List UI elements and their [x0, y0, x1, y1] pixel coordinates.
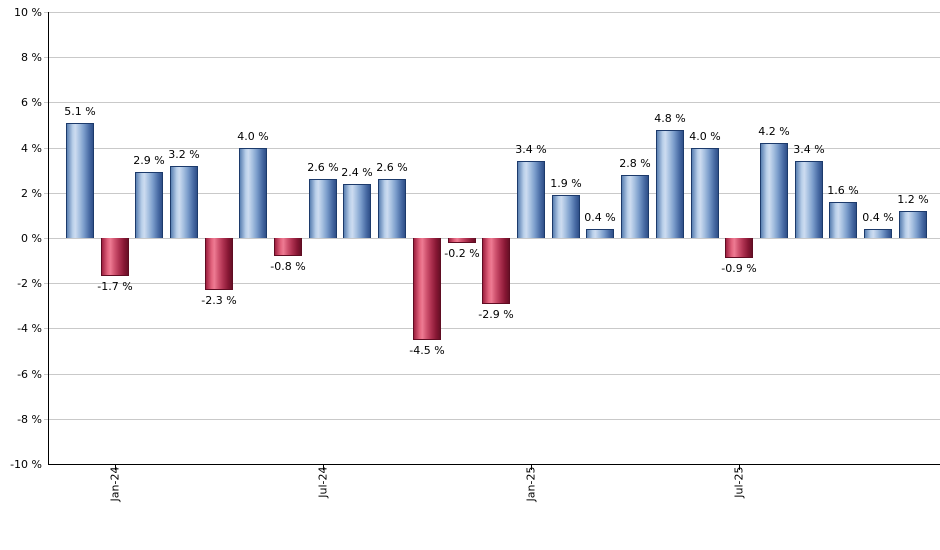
- x-axis-tick: [531, 464, 532, 470]
- bar[interactable]: [309, 179, 337, 238]
- gridline: [44, 374, 940, 375]
- gridline: [44, 193, 940, 194]
- bar-value-label: 2.4 %: [341, 166, 373, 179]
- bar[interactable]: [899, 211, 927, 238]
- bar[interactable]: [691, 148, 719, 238]
- x-axis-line: [48, 464, 940, 465]
- bar[interactable]: [205, 238, 233, 290]
- bar-value-label: 4.2 %: [758, 125, 790, 138]
- x-axis-tick-label: Jan-25: [524, 466, 538, 502]
- y-axis-line: [48, 12, 49, 465]
- y-axis-tick-label: -8 %: [17, 413, 42, 426]
- gridline: [44, 12, 940, 13]
- x-axis-tick: [115, 464, 116, 470]
- bar[interactable]: [725, 238, 753, 258]
- bar-value-label: -0.9 %: [721, 262, 757, 275]
- y-axis-tick-label: -4 %: [17, 322, 42, 335]
- bar-value-label: -4.5 %: [409, 344, 445, 357]
- bar[interactable]: [795, 161, 823, 238]
- bar[interactable]: [135, 172, 163, 238]
- y-axis-tick-label: 10 %: [14, 6, 42, 19]
- y-axis-tick-label: 6 %: [21, 96, 42, 109]
- bar-value-label: -1.7 %: [97, 280, 133, 293]
- y-axis-tick-label: 2 %: [21, 187, 42, 200]
- bar-value-label: 3.4 %: [793, 143, 825, 156]
- bar[interactable]: [101, 238, 129, 276]
- bar-value-label: 2.9 %: [133, 154, 165, 167]
- bar[interactable]: [274, 238, 302, 256]
- bar[interactable]: [517, 161, 545, 238]
- bar-value-label: -0.8 %: [270, 260, 306, 273]
- bar-value-label: 2.8 %: [619, 157, 651, 170]
- gridline: [44, 102, 940, 103]
- y-axis-tick-label: -10 %: [10, 458, 42, 471]
- bar[interactable]: [586, 229, 614, 238]
- gridline: [44, 57, 940, 58]
- bar-value-label: -0.2 %: [444, 247, 480, 260]
- gridline: [44, 148, 940, 149]
- bar-value-label: -2.9 %: [478, 308, 514, 321]
- y-axis-tick-label: -2 %: [17, 277, 42, 290]
- bar[interactable]: [378, 179, 406, 238]
- bar-value-label: 3.4 %: [515, 143, 547, 156]
- bar-value-label: 0.4 %: [862, 211, 894, 224]
- x-axis-tick: [739, 464, 740, 470]
- y-axis-tick-label: 8 %: [21, 51, 42, 64]
- bar-value-label: 1.6 %: [827, 184, 859, 197]
- x-axis-tick-label: Jul-24: [316, 466, 330, 498]
- bar[interactable]: [864, 229, 892, 238]
- bar-value-label: 0.4 %: [584, 211, 616, 224]
- y-axis-tick-label: 4 %: [21, 142, 42, 155]
- bar-value-label: -2.3 %: [201, 294, 237, 307]
- bar-value-label: 2.6 %: [376, 161, 408, 174]
- bar-value-label: 3.2 %: [168, 148, 200, 161]
- bar[interactable]: [66, 123, 94, 238]
- bar-value-label: 5.1 %: [64, 105, 96, 118]
- bar[interactable]: [448, 238, 476, 243]
- gridline: [44, 419, 940, 420]
- bar[interactable]: [552, 195, 580, 238]
- bar[interactable]: [343, 184, 371, 238]
- bar[interactable]: [170, 166, 198, 238]
- bar[interactable]: [621, 175, 649, 238]
- bar[interactable]: [413, 238, 441, 340]
- bar-value-label: 4.8 %: [654, 112, 686, 125]
- bar-value-label: 4.0 %: [237, 130, 269, 143]
- bar[interactable]: [482, 238, 510, 304]
- bar[interactable]: [239, 148, 267, 238]
- y-axis-tick-label: -6 %: [17, 368, 42, 381]
- bar[interactable]: [760, 143, 788, 238]
- bar[interactable]: [656, 130, 684, 238]
- bar-value-label: 1.9 %: [550, 177, 582, 190]
- gridline: [44, 328, 940, 329]
- bar[interactable]: [829, 202, 857, 238]
- bar-value-label: 1.2 %: [897, 193, 929, 206]
- bar-value-label: 4.0 %: [689, 130, 721, 143]
- bar-value-label: 2.6 %: [307, 161, 339, 174]
- x-axis-tick-label: Jul-25: [732, 466, 746, 498]
- y-axis-tick-label: 0 %: [21, 232, 42, 245]
- x-axis-tick: [323, 464, 324, 470]
- x-axis-tick-label: Jan-24: [108, 466, 122, 502]
